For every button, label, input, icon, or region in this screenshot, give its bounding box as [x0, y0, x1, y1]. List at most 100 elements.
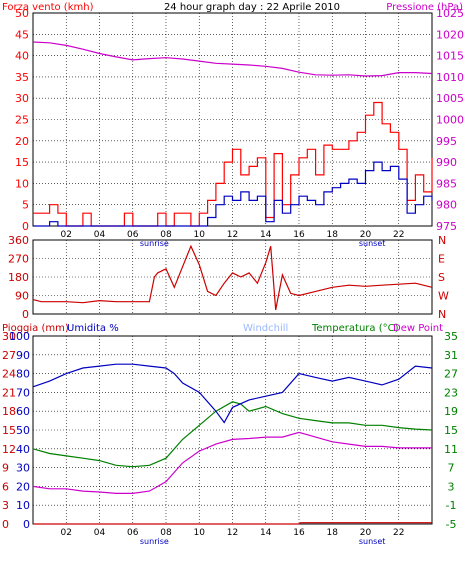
rain-axis-label: Pioggia (mm) — [2, 323, 69, 334]
direction-degree-label: 180 — [8, 271, 29, 284]
temperature-tick-label: -1 — [446, 499, 457, 512]
wind-pressure-series — [32, 41, 433, 227]
humidity-tick-label: 50 — [16, 424, 30, 437]
pressure-tick-label: 1005 — [436, 92, 464, 105]
temperature-tick-label: 7 — [448, 462, 455, 475]
direction-letter-label: W — [438, 290, 449, 303]
wind-tick-label: 15 — [15, 156, 29, 169]
humidity-line — [32, 363, 433, 424]
direction-letter-label: N — [438, 308, 446, 321]
hour-tick-label: 10 — [194, 528, 206, 538]
humidity-tick-label: 90 — [16, 349, 30, 362]
hour-tick-label: 04 — [94, 230, 106, 240]
rain-axis-ticks: 0 3 6 9 12 15 18 21 24 27 30 — [2, 330, 16, 531]
temperature-line — [32, 401, 433, 468]
wind-pressure-hour-ticks: 02 04 06 08 10 12 14 16 18 20 22 sunrise sunset — [61, 230, 405, 248]
direction-degree-label: 360 — [8, 234, 29, 247]
rain-tick-label: 30 — [2, 330, 16, 343]
wind-tick-label: 10 — [15, 177, 29, 190]
wind-direction-line — [32, 244, 433, 311]
hour-tick-label: 14 — [260, 528, 272, 538]
hour-tick-label: 06 — [127, 528, 139, 538]
wind-tick-label: 0 — [22, 220, 29, 233]
pressure-tick-label: 1010 — [436, 71, 464, 84]
pressure-axis-ticks: 975 980 985 990 995 1000 1005 1010 1015 1020 1025 — [436, 7, 464, 233]
humidity-tick-label: 70 — [16, 386, 30, 399]
direction-letter-label: E — [438, 253, 445, 266]
direction-degree-label: 0 — [22, 308, 29, 321]
rain-tick-label: 12 — [2, 443, 16, 456]
rain-tick-label: 3 — [2, 499, 9, 512]
temperature-tick-label: 27 — [444, 368, 458, 381]
humidity-tick-label: 20 — [16, 480, 30, 493]
sunrise-label: sunrise — [140, 239, 169, 248]
humidity-tick-label: 40 — [16, 443, 30, 456]
temperature-axis-ticks: -5 -1 3 7 11 15 19 23 27 31 35 — [444, 330, 458, 531]
sunrise-label: sunrise — [140, 537, 169, 546]
hour-tick-label: 18 — [327, 528, 339, 538]
hour-tick-label: 20 — [360, 230, 372, 240]
direction-degree-ticks: 0 90 180 270 360 — [8, 234, 29, 321]
wind-tick-label: 50 — [15, 7, 29, 20]
wind-pressure-panel: Forza vento (kmh) 24 hour graph day : 22… — [2, 2, 464, 248]
rain-humidity-temperature-hour-ticks: 02 04 06 08 10 12 14 16 18 20 22 sunrise sunset — [61, 528, 405, 546]
temperature-tick-label: 3 — [448, 480, 455, 493]
rain-tick-label: 15 — [2, 424, 16, 437]
wind-tick-label: 45 — [15, 28, 29, 41]
pressure-tick-label: 975 — [436, 220, 457, 233]
humidity-tick-label: 10 — [16, 499, 30, 512]
pressure-axis-label: Pressione (hPa) — [386, 2, 463, 13]
wind-tick-label: 30 — [15, 92, 29, 105]
wind-direction-grid — [33, 240, 432, 314]
hour-tick-label: 02 — [61, 230, 72, 240]
chart-title: 24 hour graph day : 22 Aprile 2010 — [164, 2, 340, 13]
hour-tick-label: 08 — [160, 230, 172, 240]
wind-axis-ticks: 0 5 10 15 20 25 30 35 40 45 50 — [15, 7, 29, 233]
hour-tick-label: 04 — [94, 528, 106, 538]
direction-degree-label: 90 — [15, 290, 29, 303]
rain-tick-label: 21 — [2, 386, 16, 399]
humidity-tick-label: 0 — [23, 518, 30, 531]
temperature-tick-label: 15 — [444, 424, 458, 437]
pressure-tick-label: 1000 — [436, 114, 464, 127]
rain-tick-label: 9 — [2, 462, 9, 475]
humidity-tick-label: 60 — [16, 405, 30, 418]
pressure-tick-label: 980 — [436, 199, 457, 212]
temperature-tick-label: 19 — [444, 405, 458, 418]
hour-tick-label: 10 — [194, 230, 206, 240]
hour-tick-label: 16 — [293, 230, 305, 240]
hour-tick-label: 12 — [227, 230, 238, 240]
wind-axis-label: Forza vento (kmh) — [2, 2, 94, 13]
temperature-tick-label: 35 — [444, 330, 458, 343]
direction-letter-label: N — [438, 234, 446, 247]
pressure-tick-label: 985 — [436, 177, 457, 190]
temperature-tick-label: 23 — [444, 386, 458, 399]
pressure-tick-label: 990 — [436, 156, 457, 169]
sunset-label: sunset — [359, 239, 386, 248]
pressure-line — [32, 41, 433, 77]
wind-pressure-grid — [33, 13, 432, 226]
hour-tick-label: 22 — [393, 230, 404, 240]
humidity-tick-label: 100 — [9, 330, 30, 343]
rain-line — [33, 522, 432, 525]
legend-windchill: Windchill — [243, 323, 288, 334]
wind-tick-label: 5 — [22, 199, 29, 212]
wind-tick-label: 20 — [15, 135, 29, 148]
rain-tick-label: 6 — [2, 480, 9, 493]
hour-tick-label: 16 — [293, 528, 305, 538]
rain-tick-label: 24 — [2, 368, 16, 381]
pressure-tick-label: 1020 — [436, 28, 464, 41]
pressure-tick-label: 1015 — [436, 50, 464, 63]
dew-point-line — [32, 431, 432, 494]
hour-tick-label: 12 — [227, 528, 238, 538]
temperature-tick-label: -5 — [446, 518, 457, 531]
humidity-axis-ticks: 0 10 20 30 40 50 60 70 80 90 100 — [9, 330, 30, 531]
humidity-tick-label: 80 — [16, 368, 30, 381]
sunset-label: sunset — [359, 537, 386, 546]
hour-tick-label: 22 — [393, 528, 404, 538]
legend-temperatura: Temperatura (°C) — [311, 323, 399, 334]
hour-tick-label: 18 — [327, 230, 339, 240]
